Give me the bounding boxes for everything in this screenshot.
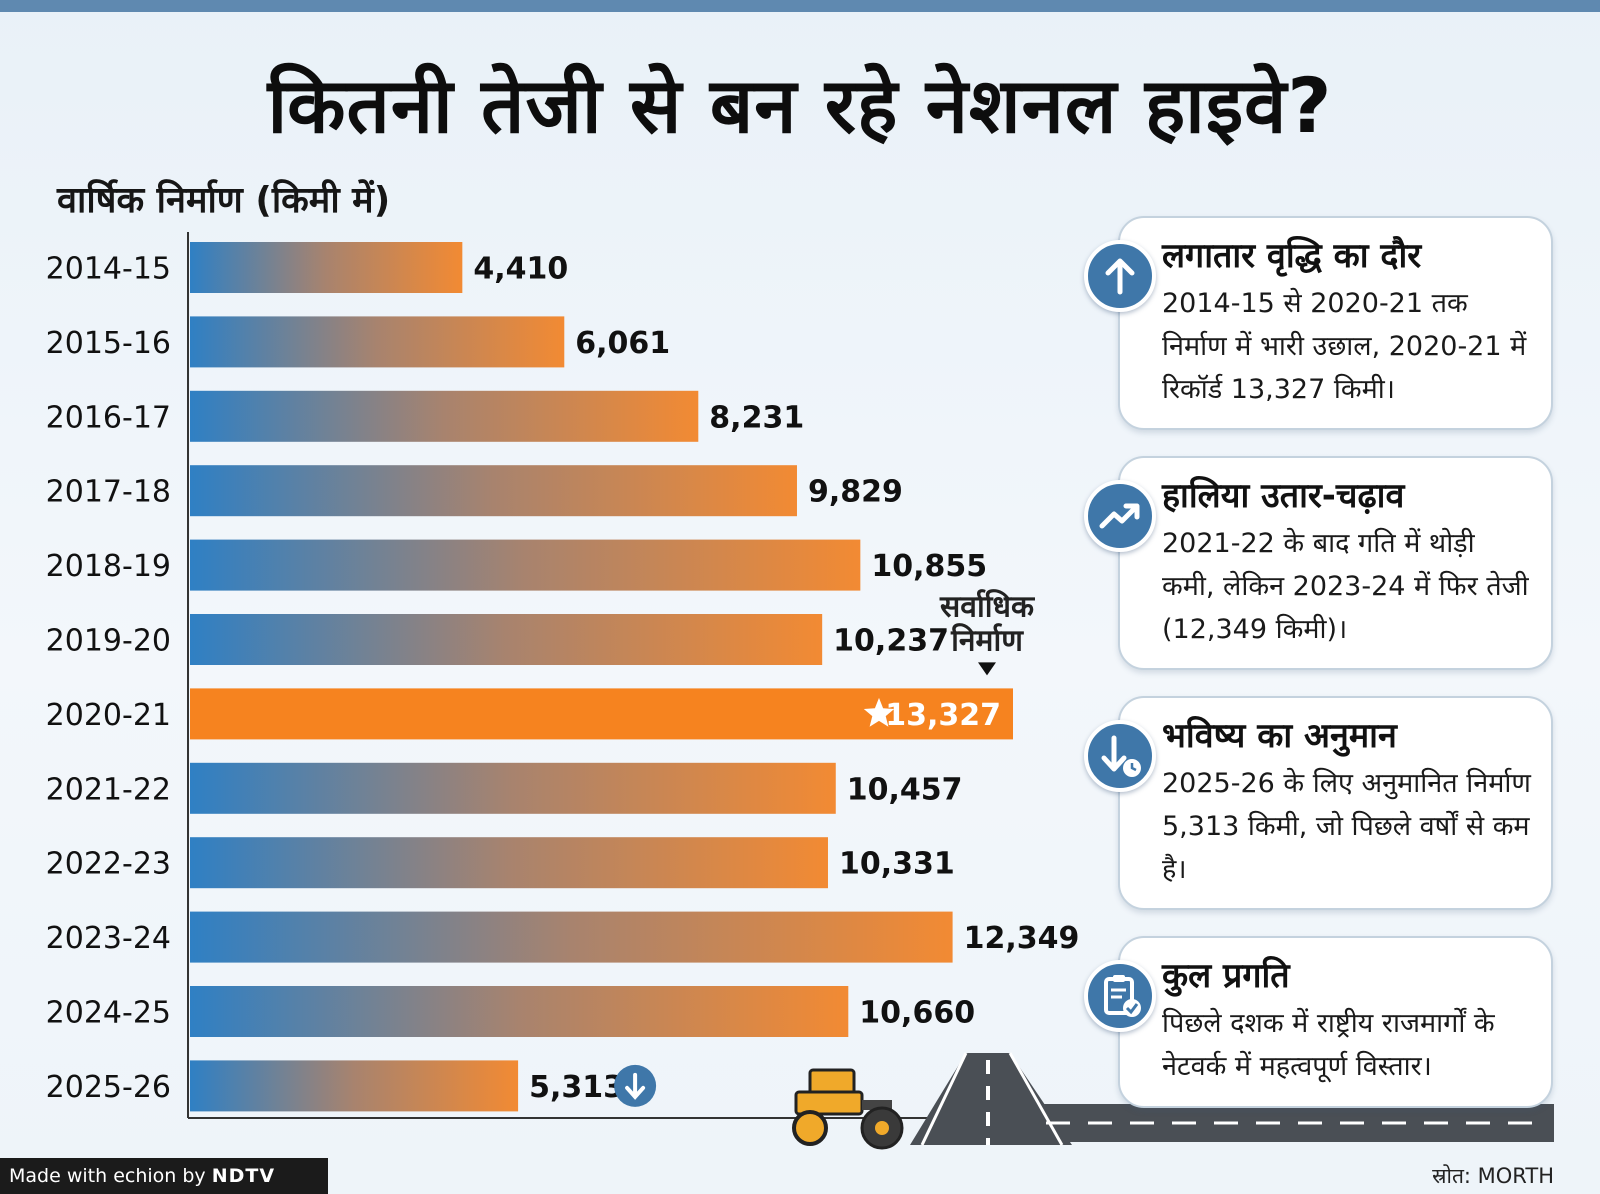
bar-2024-25 bbox=[190, 986, 849, 1037]
arrow-up-icon bbox=[1084, 240, 1156, 312]
year-label: 2014-15 bbox=[46, 252, 171, 287]
year-label: 2023-24 bbox=[46, 921, 171, 956]
value-label: 4,410 bbox=[473, 252, 568, 287]
bar-2014-15 bbox=[190, 242, 463, 293]
trend-up-icon bbox=[1084, 480, 1156, 552]
year-label: 2025-26 bbox=[46, 1070, 171, 1105]
peak-annotation: निर्माण bbox=[950, 622, 1024, 658]
road-perspective bbox=[910, 1053, 1072, 1145]
info-card-forecast: भविष्य का अनुमान 2025-26 के लिए अनुमानित… bbox=[1084, 696, 1553, 910]
value-label: 10,660 bbox=[859, 996, 975, 1031]
road-edge-line bbox=[1008, 1052, 1064, 1146]
value-label: 5,313 bbox=[529, 1070, 624, 1105]
year-label: 2015-16 bbox=[46, 326, 171, 361]
bar-2019-20 bbox=[190, 614, 823, 665]
arrow-down-clock-icon bbox=[1084, 720, 1156, 792]
value-label: 13,327 bbox=[885, 698, 1001, 733]
clipboard-check-icon bbox=[1084, 960, 1156, 1032]
peak-annotation: सर्वाधिक bbox=[939, 588, 1035, 624]
year-label: 2024-25 bbox=[46, 996, 171, 1031]
card-body: 2014-15 से 2020-21 तक निर्माण में भारी उ… bbox=[1162, 288, 1527, 405]
bar-2018-19 bbox=[190, 539, 861, 591]
value-label: 10,331 bbox=[839, 847, 955, 882]
bar-2016-17 bbox=[190, 390, 699, 442]
year-label: 2017-18 bbox=[46, 475, 171, 510]
year-label: 2021-22 bbox=[46, 772, 171, 807]
card-body: 2025-26 के लिए अनुमानित निर्माण 5,313 कि… bbox=[1162, 768, 1531, 885]
footer-badge: Made with echion by NDTV bbox=[0, 1158, 328, 1194]
page-title: कितनी तेजी से बन रहे नेशनल हाइवे? bbox=[267, 61, 1333, 150]
value-label: 10,237 bbox=[833, 624, 949, 659]
value-label: 10,457 bbox=[847, 772, 963, 807]
bar-2021-22 bbox=[190, 762, 836, 814]
source-credit: स्रोत: MORTH bbox=[1432, 1164, 1554, 1188]
bar-2017-18 bbox=[190, 465, 797, 517]
footer-by: by bbox=[182, 1165, 206, 1187]
year-label: 2022-23 bbox=[46, 847, 171, 882]
peak-pointer-icon bbox=[978, 662, 996, 676]
road-roller-icon bbox=[792, 1068, 904, 1150]
year-label: 2019-20 bbox=[46, 624, 171, 659]
bar-2023-24 bbox=[190, 911, 953, 963]
bar-2015-16 bbox=[190, 316, 565, 368]
chart-subtitle: वार्षिक निर्माण (किमी में) bbox=[57, 180, 391, 221]
bar-chart: 2014-15 4,410 2015-16 6,061 2016-17 8,231 2017… bbox=[46, 232, 1080, 1119]
info-card-progress: कुल प्रगति पिछले दशक में राष्ट्रीय राजमा… bbox=[1084, 936, 1553, 1108]
info-card-fluctuation: हालिया उतार-चढ़ाव 2021-22 के बाद गति में… bbox=[1084, 456, 1553, 670]
star-icon bbox=[863, 697, 895, 727]
card-title: भविष्य का अनुमान bbox=[1162, 716, 1397, 756]
value-label: 10,855 bbox=[871, 549, 987, 584]
value-label: 6,061 bbox=[575, 326, 670, 361]
value-label: 12,349 bbox=[964, 921, 1080, 956]
value-label: 9,829 bbox=[808, 475, 903, 510]
footer-brand: echion bbox=[113, 1165, 177, 1187]
value-label: 8,231 bbox=[709, 400, 804, 435]
footer-made-with: Made with bbox=[9, 1165, 108, 1187]
info-card-growth: लगातार वृद्धि का दौर 2014-15 से 2020-21 … bbox=[1084, 216, 1553, 430]
year-label: 2016-17 bbox=[46, 400, 171, 435]
decline-arrow-glyph bbox=[625, 1072, 646, 1100]
year-label: 2018-19 bbox=[46, 549, 171, 584]
card-body: 2021-22 के बाद गति में थोड़ी कमी, लेकिन … bbox=[1162, 528, 1529, 645]
card-title: कुल प्रगति bbox=[1162, 956, 1290, 996]
bar-2025-26 bbox=[190, 1060, 519, 1112]
card-title: लगातार वृद्धि का दौर bbox=[1162, 236, 1422, 276]
footer-publisher: NDTV bbox=[211, 1165, 276, 1187]
top-strip bbox=[0, 0, 1600, 12]
road-edge-line bbox=[920, 1052, 968, 1146]
card-title: हालिया उतार-चढ़ाव bbox=[1162, 476, 1405, 516]
card-body: पिछले दशक में राष्ट्रीय राजमार्गों के ने… bbox=[1162, 1008, 1495, 1082]
year-label: 2020-21 bbox=[46, 698, 171, 733]
bar-2022-23 bbox=[190, 837, 828, 889]
